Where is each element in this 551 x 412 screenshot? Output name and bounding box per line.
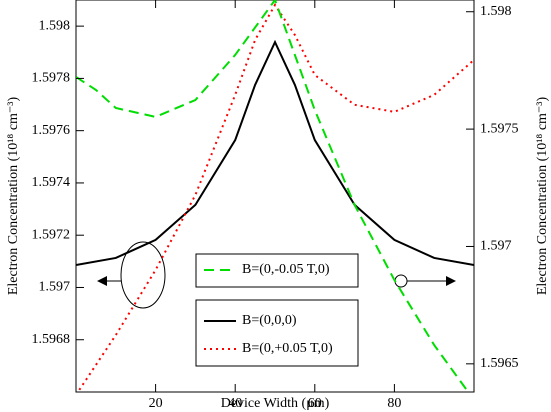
plot-frame xyxy=(75,0,475,393)
y2-tick-label: 1.5965 xyxy=(480,356,519,371)
legend-box xyxy=(195,253,359,288)
legend-label: B=(0,-0.05 T,0) xyxy=(242,262,330,277)
x-tick-label: 40 xyxy=(228,396,242,411)
y-tick-label: 1.5974 xyxy=(32,175,71,190)
y-axis-title: Electron Concentration (10¹⁸ cm⁻³) xyxy=(6,97,21,296)
legend-box xyxy=(195,299,359,367)
x-tick-label: 20 xyxy=(149,396,163,411)
x-tick-label: 80 xyxy=(387,396,401,411)
series-line xyxy=(76,39,474,266)
y2-tick-label: 1.598 xyxy=(480,4,512,19)
legend-label: B=(0,0,0) xyxy=(242,313,297,328)
axis-indicator-circle xyxy=(394,274,408,288)
axis-indicator-ellipse xyxy=(120,241,166,309)
y-tick-label: 1.5978 xyxy=(32,71,71,86)
arrowhead-right xyxy=(446,276,456,286)
x-axis-title: Device Width (μm) xyxy=(221,396,330,411)
series-line xyxy=(76,3,474,392)
x-tick-label: 60 xyxy=(308,396,322,411)
y2-tick-label: 1.5975 xyxy=(480,121,519,136)
y2-axis-title: Electron Concentration (10¹⁸ cm⁻³) xyxy=(535,97,550,296)
y-tick-label: 1.598 xyxy=(39,18,71,33)
y-tick-label: 1.5976 xyxy=(32,123,71,138)
y-tick-label: 1.597 xyxy=(39,280,71,295)
arrowhead-left xyxy=(97,276,107,286)
legend-label: B=(0,+0.05 T,0) xyxy=(242,341,333,356)
series-line xyxy=(76,0,470,392)
y-tick-label: 1.5968 xyxy=(32,332,71,347)
y2-tick-label: 1.597 xyxy=(480,239,512,254)
y-tick-label: 1.5972 xyxy=(32,227,71,242)
